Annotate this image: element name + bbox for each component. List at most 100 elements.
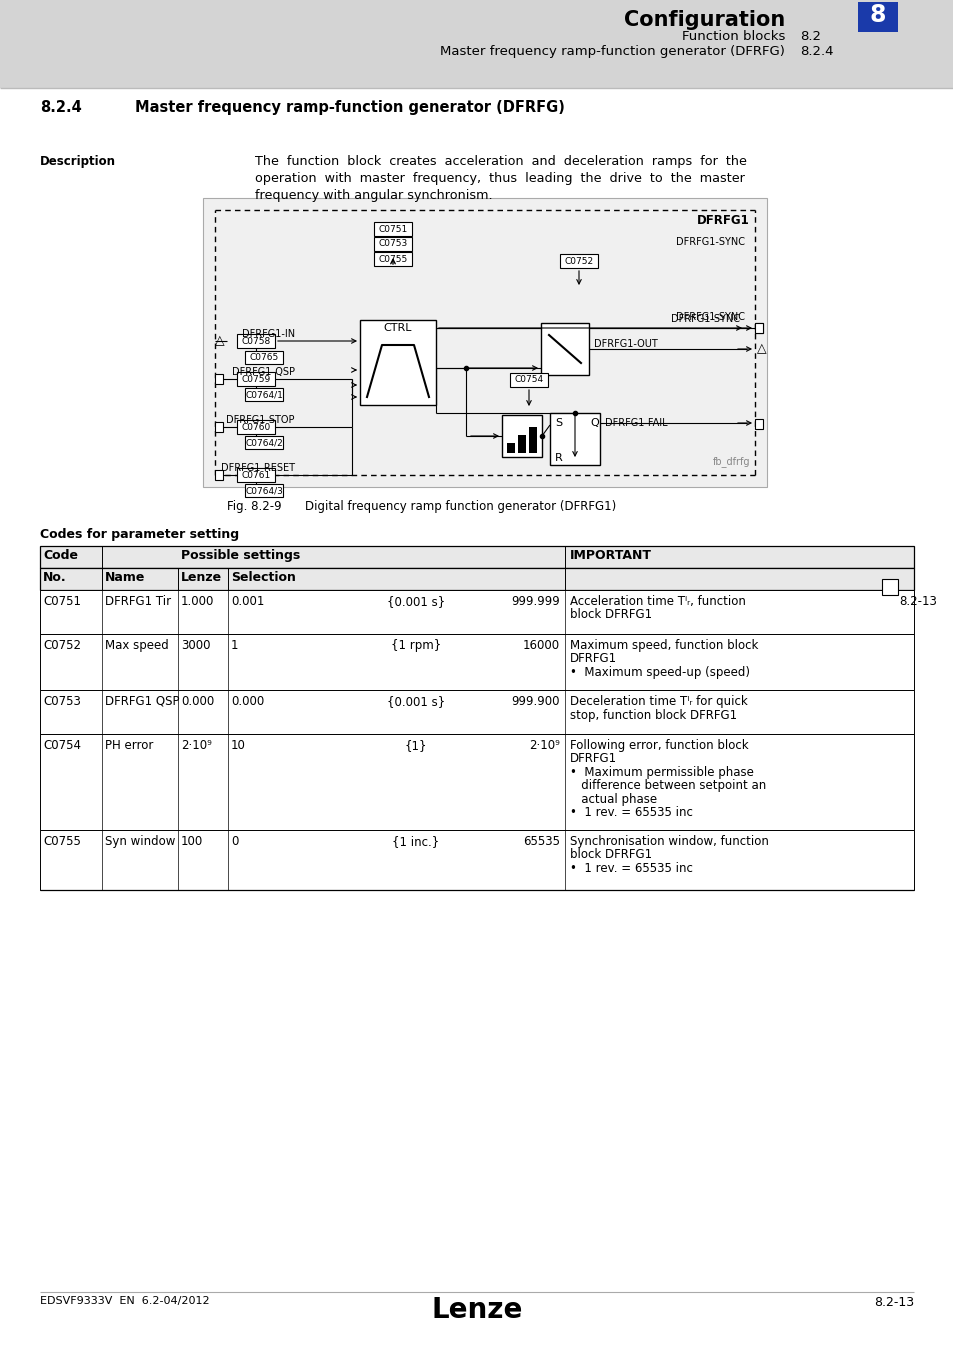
Text: Q: Q <box>589 418 598 428</box>
Bar <box>510 373 547 387</box>
Text: C0764/3: C0764/3 <box>245 486 283 495</box>
Text: Lenze: Lenze <box>181 571 222 585</box>
Text: 8: 8 <box>869 3 885 27</box>
Text: C0754: C0754 <box>43 738 81 752</box>
Text: Max speed: Max speed <box>105 639 169 652</box>
Text: 0.000: 0.000 <box>181 695 214 707</box>
Text: Master frequency ramp-function generator (DFRFG): Master frequency ramp-function generator… <box>135 100 564 115</box>
Bar <box>236 420 274 433</box>
Text: S: S <box>555 418 561 428</box>
Text: C0764/1: C0764/1 <box>245 390 283 400</box>
Text: Configuration: Configuration <box>623 9 784 30</box>
Bar <box>754 323 762 333</box>
Text: frequency with angular synchronism.: frequency with angular synchronism. <box>254 189 492 202</box>
Text: 0.001: 0.001 <box>231 595 264 608</box>
Bar <box>245 387 283 401</box>
Text: CTRL: CTRL <box>383 323 412 333</box>
Text: 8.2-13: 8.2-13 <box>898 595 936 608</box>
Text: Master frequency ramp-function generator (DFRFG): Master frequency ramp-function generator… <box>439 45 784 58</box>
Text: Lenze: Lenze <box>431 1296 522 1324</box>
Bar <box>236 468 274 482</box>
Text: {1 rpm}: {1 rpm} <box>391 639 440 652</box>
Bar <box>203 198 766 487</box>
Text: DFRFG1-STOP: DFRFG1-STOP <box>226 414 294 425</box>
Bar <box>359 320 436 405</box>
Text: block DFRFG1: block DFRFG1 <box>569 609 652 621</box>
Text: 8.2.4: 8.2.4 <box>40 100 82 115</box>
Text: operation  with  master  frequency,  thus  leading  the  drive  to  the  master: operation with master frequency, thus le… <box>254 171 744 185</box>
Bar <box>214 423 223 432</box>
Text: Selection: Selection <box>231 571 295 585</box>
Text: 999.999: 999.999 <box>511 595 559 608</box>
Text: 1: 1 <box>231 639 238 652</box>
Bar <box>501 414 541 458</box>
Text: C0753: C0753 <box>43 695 81 707</box>
Text: DFRFG1: DFRFG1 <box>697 215 749 227</box>
Text: 10: 10 <box>231 738 246 752</box>
Bar <box>236 373 274 386</box>
Bar <box>40 690 913 734</box>
Bar <box>40 830 913 890</box>
Text: 3000: 3000 <box>181 639 211 652</box>
Text: Synchronisation window, function: Synchronisation window, function <box>569 836 768 848</box>
Text: 65535: 65535 <box>522 836 559 848</box>
Bar <box>517 435 525 454</box>
Text: 999.900: 999.900 <box>511 695 559 707</box>
Text: DFRFG1 Tir: DFRFG1 Tir <box>105 595 171 608</box>
Bar <box>245 351 283 364</box>
Text: C0760: C0760 <box>241 423 271 432</box>
Text: Code: Code <box>43 549 78 562</box>
Text: C0759: C0759 <box>241 374 271 383</box>
Text: {1 inc.}: {1 inc.} <box>392 836 439 848</box>
Text: 0.000: 0.000 <box>231 695 264 707</box>
Text: DFRFG1 QSP: DFRFG1 QSP <box>105 695 179 707</box>
Text: △: △ <box>757 343 766 355</box>
Text: 8.2.4: 8.2.4 <box>800 45 833 58</box>
Text: actual phase: actual phase <box>569 792 657 806</box>
Bar <box>857 1 897 32</box>
Text: {0.001 s}: {0.001 s} <box>387 595 445 608</box>
Text: stop, function block DFRFG1: stop, function block DFRFG1 <box>569 709 737 721</box>
Text: C0765: C0765 <box>249 352 278 362</box>
Bar <box>236 333 274 348</box>
Bar <box>245 436 283 450</box>
Bar <box>40 590 913 634</box>
Text: C0753: C0753 <box>378 239 407 248</box>
Bar <box>374 238 412 251</box>
Text: DFRFG1-FAIL: DFRFG1-FAIL <box>604 418 667 428</box>
Bar <box>214 470 223 481</box>
Text: {0.001 s}: {0.001 s} <box>387 695 445 707</box>
Text: 2·10⁹: 2·10⁹ <box>181 738 212 752</box>
Text: Digital frequency ramp function generator (DFRFG1): Digital frequency ramp function generato… <box>305 500 616 513</box>
Text: C0755: C0755 <box>43 836 81 848</box>
Text: •  Maximum speed-up (speed): • Maximum speed-up (speed) <box>569 666 749 679</box>
Text: R: R <box>555 454 562 463</box>
Text: 0: 0 <box>231 836 238 848</box>
Bar <box>374 221 412 236</box>
Text: block DFRFG1: block DFRFG1 <box>569 849 652 861</box>
Text: {1}: {1} <box>404 738 427 752</box>
Text: DFRFG1-RESET: DFRFG1-RESET <box>221 463 294 472</box>
Text: PH error: PH error <box>105 738 153 752</box>
Bar <box>40 568 913 590</box>
Text: EDSVF9333V  EN  6.2-04/2012: EDSVF9333V EN 6.2-04/2012 <box>40 1296 210 1305</box>
Text: The  function  block  creates  acceleration  and  deceleration  ramps  for  the: The function block creates acceleration … <box>254 155 746 167</box>
Bar <box>506 443 515 454</box>
Text: •  Maximum permissible phase: • Maximum permissible phase <box>569 765 753 779</box>
Text: Description: Description <box>40 155 116 167</box>
Text: DFRFG1-QSP: DFRFG1-QSP <box>232 367 294 377</box>
Text: Fig. 8.2-9: Fig. 8.2-9 <box>227 500 281 513</box>
Text: DFRFG1-IN: DFRFG1-IN <box>242 329 294 339</box>
Text: 8.2: 8.2 <box>800 30 821 43</box>
Text: •  1 rev. = 65535 inc: • 1 rev. = 65535 inc <box>569 806 692 819</box>
Text: Deceleration time Tᴵᵣ for quick: Deceleration time Tᴵᵣ for quick <box>569 695 747 707</box>
Text: 2·10⁹: 2·10⁹ <box>529 738 559 752</box>
Text: C0755: C0755 <box>378 255 407 263</box>
Text: 100: 100 <box>181 836 203 848</box>
Text: Function blocks: Function blocks <box>680 30 784 43</box>
Text: Codes for parameter setting: Codes for parameter setting <box>40 528 239 541</box>
Bar <box>559 254 598 269</box>
Bar <box>374 252 412 266</box>
Text: C0761: C0761 <box>241 471 271 479</box>
Bar <box>882 579 897 595</box>
